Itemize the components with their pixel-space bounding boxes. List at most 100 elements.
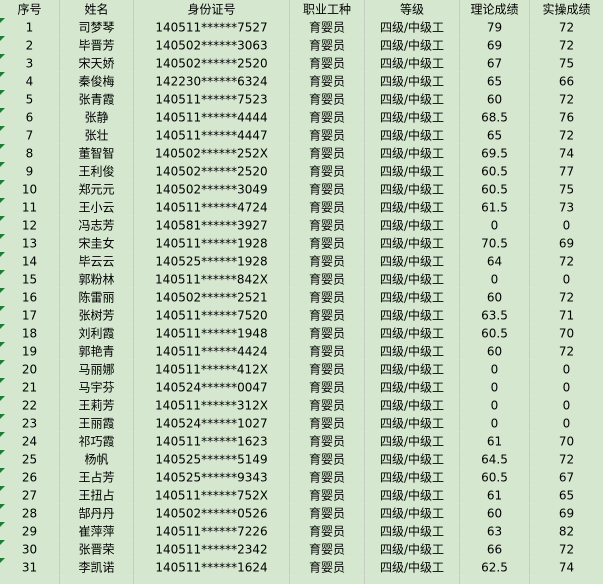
cell-id[interactable]: 140581******3927 — [134, 216, 290, 234]
cell-index[interactable]: 30 — [0, 540, 60, 558]
cell-practical[interactable]: 70 — [530, 324, 603, 342]
cell-level[interactable]: 四级/中级工 — [365, 468, 460, 486]
cell-occupation[interactable]: 育婴员 — [290, 432, 365, 450]
cell-level[interactable]: 四级/中级工 — [365, 108, 460, 126]
cell-practical[interactable]: 69 — [530, 234, 603, 252]
cell-name[interactable]: 王小云 — [60, 198, 134, 216]
cell-index[interactable]: 19 — [0, 342, 60, 360]
cell-theory[interactable]: 79 — [460, 18, 530, 36]
cell-name[interactable]: 郜丹丹 — [60, 504, 134, 522]
cell-id[interactable]: 140511******4447 — [134, 126, 290, 144]
cell-id[interactable]: 140525******9343 — [134, 468, 290, 486]
cell-theory[interactable]: 70.5 — [460, 234, 530, 252]
cell-name[interactable]: 郭粉林 — [60, 270, 134, 288]
cell-id[interactable]: 140502******3063 — [134, 36, 290, 54]
cell-practical[interactable]: 72 — [530, 126, 603, 144]
cell-practical[interactable]: 72 — [530, 540, 603, 558]
cell-id[interactable]: 140525******5149 — [134, 450, 290, 468]
cell-occupation[interactable]: 育婴员 — [290, 126, 365, 144]
cell-theory[interactable]: 60 — [460, 90, 530, 108]
cell-id[interactable]: 140511******752X — [134, 486, 290, 504]
cell-id[interactable]: 140511******1948 — [134, 324, 290, 342]
cell-occupation[interactable]: 育婴员 — [290, 324, 365, 342]
cell-id[interactable]: 140511******4724 — [134, 198, 290, 216]
cell-practical[interactable]: 0 — [530, 360, 603, 378]
cell-theory[interactable]: 63 — [460, 522, 530, 540]
cell-practical[interactable]: 0 — [530, 216, 603, 234]
cell-name[interactable]: 张壮 — [60, 126, 134, 144]
cell-occupation[interactable]: 育婴员 — [290, 216, 365, 234]
cell-name[interactable]: 司梦琴 — [60, 18, 134, 36]
cell-practical[interactable]: 0 — [530, 396, 603, 414]
cell-name[interactable]: 郭艳青 — [60, 342, 134, 360]
cell-level[interactable]: 四级/中级工 — [365, 72, 460, 90]
cell-theory[interactable]: 0 — [460, 360, 530, 378]
cell-index[interactable]: 8 — [0, 144, 60, 162]
cell-practical[interactable]: 73 — [530, 198, 603, 216]
cell-occupation[interactable]: 育婴员 — [290, 18, 365, 36]
cell-name[interactable]: 刘利霞 — [60, 324, 134, 342]
cell-theory[interactable]: 0 — [460, 378, 530, 396]
column-header-level[interactable]: 等级 — [365, 0, 460, 18]
cell-index[interactable]: 21 — [0, 378, 60, 396]
cell-occupation[interactable]: 育婴员 — [290, 90, 365, 108]
cell-level[interactable]: 四级/中级工 — [365, 522, 460, 540]
empty-cell[interactable] — [60, 576, 134, 584]
cell-level[interactable]: 四级/中级工 — [365, 18, 460, 36]
cell-id[interactable]: 140511******7527 — [134, 18, 290, 36]
cell-name[interactable]: 秦俊梅 — [60, 72, 134, 90]
cell-theory[interactable]: 0 — [460, 414, 530, 432]
cell-level[interactable]: 四级/中级工 — [365, 450, 460, 468]
cell-index[interactable]: 27 — [0, 486, 60, 504]
cell-name[interactable]: 马丽娜 — [60, 360, 134, 378]
cell-id[interactable]: 140511******1623 — [134, 432, 290, 450]
cell-theory[interactable]: 63.5 — [460, 306, 530, 324]
cell-practical[interactable]: 72 — [530, 342, 603, 360]
cell-index[interactable]: 28 — [0, 504, 60, 522]
empty-cell[interactable] — [134, 576, 290, 584]
empty-cell[interactable] — [0, 576, 60, 584]
cell-theory[interactable]: 61 — [460, 486, 530, 504]
cell-occupation[interactable]: 育婴员 — [290, 36, 365, 54]
cell-practical[interactable]: 74 — [530, 144, 603, 162]
cell-occupation[interactable]: 育婴员 — [290, 414, 365, 432]
cell-index[interactable]: 13 — [0, 234, 60, 252]
cell-name[interactable]: 毕云云 — [60, 252, 134, 270]
cell-practical[interactable]: 77 — [530, 162, 603, 180]
cell-occupation[interactable]: 育婴员 — [290, 396, 365, 414]
cell-practical[interactable]: 66 — [530, 72, 603, 90]
cell-level[interactable]: 四级/中级工 — [365, 198, 460, 216]
cell-name[interactable]: 崔萍萍 — [60, 522, 134, 540]
cell-index[interactable]: 9 — [0, 162, 60, 180]
cell-theory[interactable]: 61.5 — [460, 198, 530, 216]
cell-level[interactable]: 四级/中级工 — [365, 126, 460, 144]
cell-occupation[interactable]: 育婴员 — [290, 504, 365, 522]
cell-id[interactable]: 140525******1928 — [134, 252, 290, 270]
cell-occupation[interactable]: 育婴员 — [290, 144, 365, 162]
cell-id[interactable]: 140511******2342 — [134, 540, 290, 558]
cell-theory[interactable]: 65 — [460, 126, 530, 144]
cell-practical[interactable]: 0 — [530, 414, 603, 432]
cell-id[interactable]: 140511******312X — [134, 396, 290, 414]
cell-name[interactable]: 张静 — [60, 108, 134, 126]
cell-index[interactable]: 7 — [0, 126, 60, 144]
cell-occupation[interactable]: 育婴员 — [290, 360, 365, 378]
cell-id[interactable]: 140511******1624 — [134, 558, 290, 576]
cell-id[interactable]: 140511******412X — [134, 360, 290, 378]
cell-theory[interactable]: 68.5 — [460, 108, 530, 126]
cell-level[interactable]: 四级/中级工 — [365, 396, 460, 414]
cell-practical[interactable]: 72 — [530, 18, 603, 36]
cell-theory[interactable]: 60 — [460, 504, 530, 522]
cell-index[interactable]: 4 — [0, 72, 60, 90]
cell-name[interactable]: 王占芳 — [60, 468, 134, 486]
cell-level[interactable]: 四级/中级工 — [365, 216, 460, 234]
cell-index[interactable]: 5 — [0, 90, 60, 108]
cell-occupation[interactable]: 育婴员 — [290, 234, 365, 252]
cell-name[interactable]: 陈雷丽 — [60, 288, 134, 306]
cell-level[interactable]: 四级/中级工 — [365, 558, 460, 576]
cell-level[interactable]: 四级/中级工 — [365, 234, 460, 252]
cell-practical[interactable]: 82 — [530, 522, 603, 540]
cell-occupation[interactable]: 育婴员 — [290, 288, 365, 306]
cell-name[interactable]: 王丽霞 — [60, 414, 134, 432]
empty-cell[interactable] — [290, 576, 365, 584]
